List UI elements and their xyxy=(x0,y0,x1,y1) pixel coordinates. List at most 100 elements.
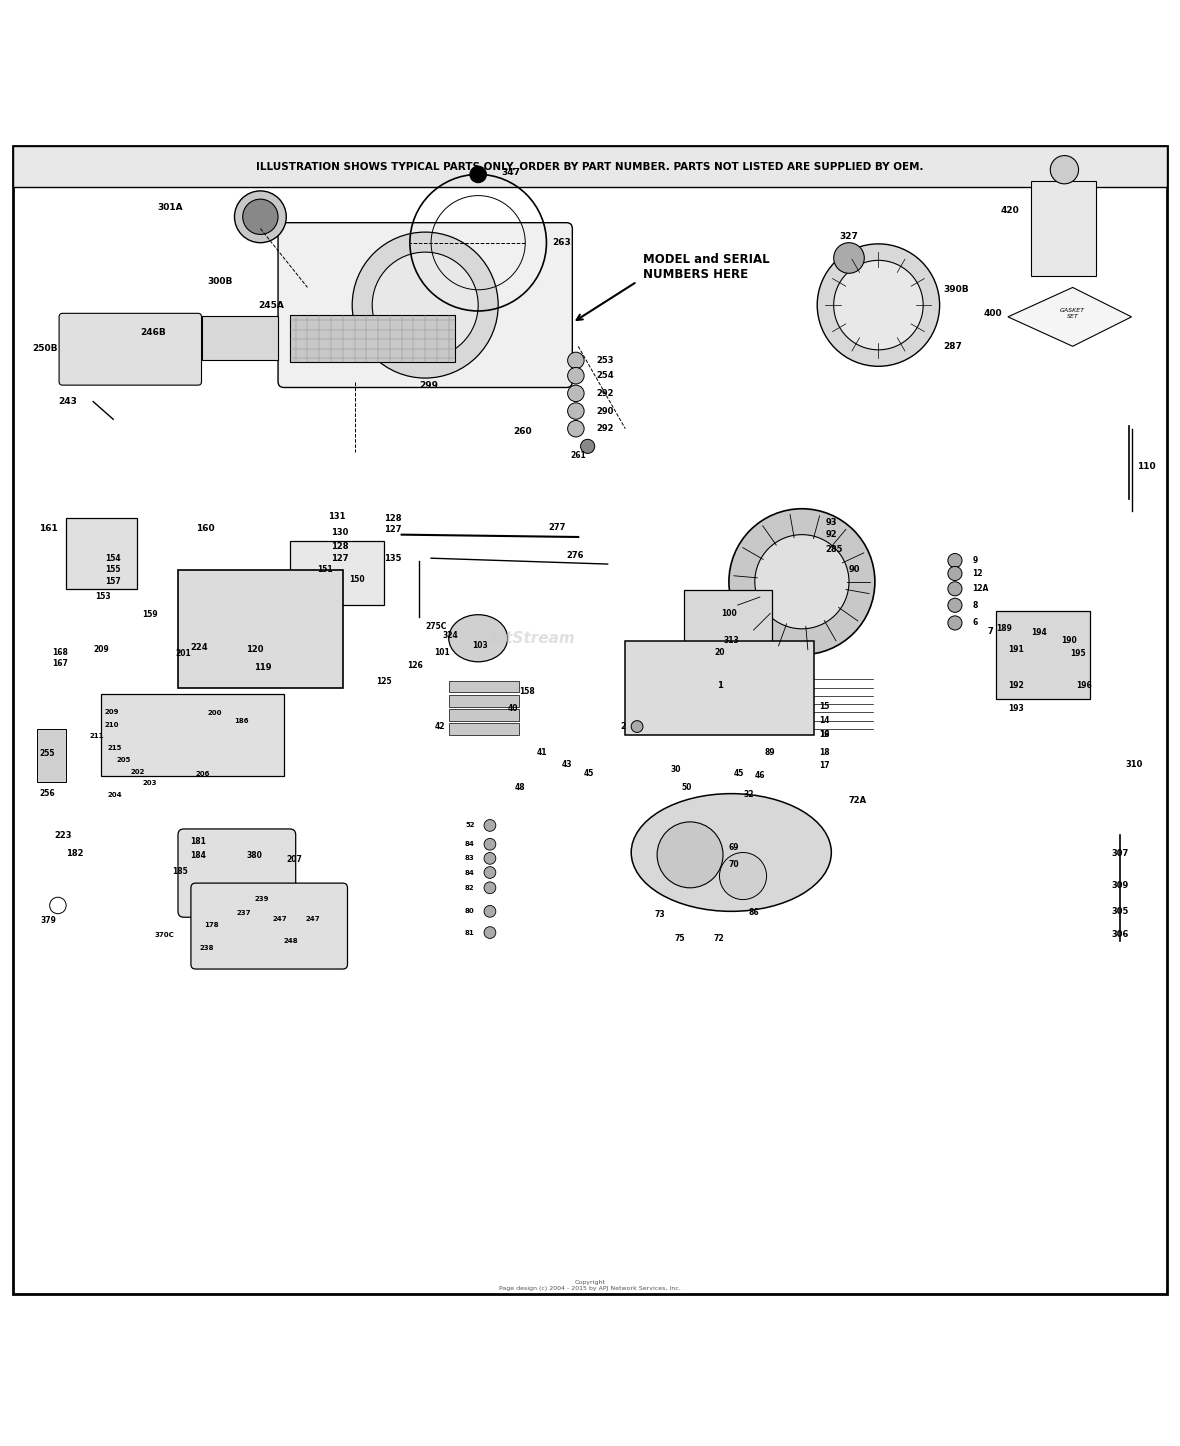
Text: 40: 40 xyxy=(507,704,518,713)
Text: 12A: 12A xyxy=(972,584,989,593)
Text: 203: 203 xyxy=(143,781,157,787)
Text: Copyright
Page design (c) 2004 - 2015 by APJ Network Services, Inc.: Copyright Page design (c) 2004 - 2015 by… xyxy=(499,1280,681,1291)
Text: 276: 276 xyxy=(566,551,584,560)
Bar xyxy=(37,729,66,782)
Circle shape xyxy=(657,821,723,888)
Text: 256: 256 xyxy=(39,790,54,798)
Text: 6: 6 xyxy=(972,619,978,628)
Text: 237: 237 xyxy=(237,910,251,915)
Text: 100: 100 xyxy=(721,609,736,617)
Text: 263: 263 xyxy=(552,239,571,247)
Text: 200: 200 xyxy=(208,710,222,716)
Text: 20: 20 xyxy=(714,648,725,656)
Text: 201: 201 xyxy=(176,649,191,658)
Text: 83: 83 xyxy=(465,856,474,862)
Bar xyxy=(202,315,278,360)
Text: 45: 45 xyxy=(734,769,745,778)
Text: 178: 178 xyxy=(204,921,218,928)
Text: 30: 30 xyxy=(670,765,681,775)
Text: 7: 7 xyxy=(988,626,994,636)
Text: 18: 18 xyxy=(820,748,831,756)
Text: 285: 285 xyxy=(826,545,843,554)
Text: 211: 211 xyxy=(90,733,104,739)
Circle shape xyxy=(729,509,874,655)
Text: 127: 127 xyxy=(332,554,348,562)
Polygon shape xyxy=(1008,288,1132,346)
FancyBboxPatch shape xyxy=(178,829,296,917)
Circle shape xyxy=(568,385,584,402)
Text: 154: 154 xyxy=(105,554,120,562)
Text: 52: 52 xyxy=(465,823,474,829)
Text: 14: 14 xyxy=(820,716,830,724)
Text: 305: 305 xyxy=(1112,907,1129,915)
Text: 245A: 245A xyxy=(258,301,284,309)
Text: 157: 157 xyxy=(105,577,120,586)
Text: 73: 73 xyxy=(655,910,666,920)
Bar xyxy=(448,709,519,720)
Bar xyxy=(448,681,519,693)
Text: 238: 238 xyxy=(199,946,214,951)
Ellipse shape xyxy=(448,615,507,662)
Circle shape xyxy=(1050,156,1079,184)
Text: 275C: 275C xyxy=(425,622,446,630)
Text: 103: 103 xyxy=(472,641,489,649)
Text: 69: 69 xyxy=(729,843,740,852)
Text: 370C: 370C xyxy=(155,933,175,938)
Text: 194: 194 xyxy=(1031,628,1047,636)
Text: 243: 243 xyxy=(58,398,77,406)
FancyBboxPatch shape xyxy=(191,884,347,969)
Circle shape xyxy=(484,839,496,850)
Text: MODEL and SERIAL
NUMBERS HERE: MODEL and SERIAL NUMBERS HERE xyxy=(643,253,769,282)
Circle shape xyxy=(484,853,496,865)
Text: 110: 110 xyxy=(1138,461,1156,471)
Text: 191: 191 xyxy=(1008,645,1024,655)
Text: 42: 42 xyxy=(434,722,445,730)
Text: 150: 150 xyxy=(348,576,365,584)
Text: 250B: 250B xyxy=(32,344,58,353)
Text: 128: 128 xyxy=(332,542,348,551)
Text: 125: 125 xyxy=(375,677,392,687)
Circle shape xyxy=(235,191,287,243)
Circle shape xyxy=(631,720,643,733)
Text: 309: 309 xyxy=(1112,881,1129,889)
Text: 48: 48 xyxy=(514,784,525,792)
Text: 247: 247 xyxy=(273,915,287,921)
Text: 80: 80 xyxy=(465,908,474,914)
Text: 158: 158 xyxy=(519,687,535,696)
Text: 155: 155 xyxy=(105,565,120,574)
Text: 210: 210 xyxy=(105,722,119,727)
Text: 202: 202 xyxy=(131,769,145,775)
Text: GASKET
SET: GASKET SET xyxy=(1060,308,1086,318)
Text: 70: 70 xyxy=(729,859,740,869)
Text: 12: 12 xyxy=(972,568,983,578)
Text: 16: 16 xyxy=(820,730,830,739)
Text: 186: 186 xyxy=(235,719,249,724)
Text: 307: 307 xyxy=(1112,849,1129,857)
Bar xyxy=(290,541,384,606)
Bar xyxy=(448,723,519,735)
Circle shape xyxy=(834,243,864,273)
Text: 189: 189 xyxy=(996,625,1012,633)
Text: 420: 420 xyxy=(1001,207,1020,215)
Text: 207: 207 xyxy=(287,855,302,863)
Text: 119: 119 xyxy=(255,664,273,672)
Circle shape xyxy=(948,567,962,580)
Text: 195: 195 xyxy=(1070,649,1086,658)
Circle shape xyxy=(484,927,496,938)
Text: 215: 215 xyxy=(107,745,122,750)
Text: 126: 126 xyxy=(407,661,424,669)
Text: 181: 181 xyxy=(190,837,205,846)
Text: 81: 81 xyxy=(465,930,474,936)
Circle shape xyxy=(484,820,496,831)
Text: 184: 184 xyxy=(190,852,205,860)
Text: 84: 84 xyxy=(465,842,474,847)
Text: 380: 380 xyxy=(247,852,262,860)
Text: 300B: 300B xyxy=(208,278,232,286)
FancyBboxPatch shape xyxy=(278,223,572,388)
Text: 299: 299 xyxy=(419,380,438,389)
Circle shape xyxy=(568,421,584,437)
Text: 128: 128 xyxy=(384,513,401,522)
Text: 324: 324 xyxy=(442,632,459,641)
Text: 261: 261 xyxy=(570,451,586,460)
Text: 17: 17 xyxy=(820,761,831,769)
